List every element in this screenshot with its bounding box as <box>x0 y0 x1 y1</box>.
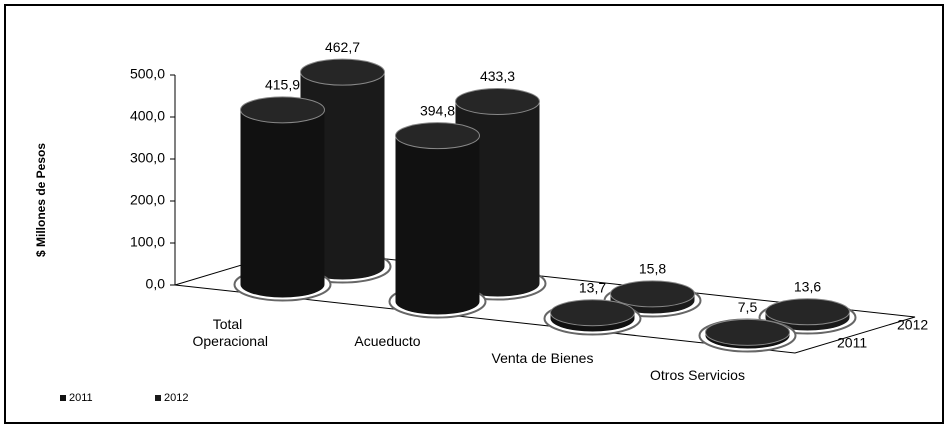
value-label: 462,7 <box>325 39 360 55</box>
y-tick-label: 100,0 <box>130 234 165 250</box>
bar-top <box>455 88 540 116</box>
y-tick-label: 200,0 <box>130 192 165 208</box>
bar-top <box>550 299 635 327</box>
depth-label: 2011 <box>837 335 867 351</box>
value-label: 394,8 <box>420 102 455 118</box>
bar-top <box>395 122 480 150</box>
y-tick-label: 0,0 <box>146 276 166 292</box>
y-tick-label: 500,0 <box>130 66 165 82</box>
legend-label: 2012 <box>164 392 188 404</box>
value-label: 13,7 <box>579 279 606 295</box>
legend-swatch <box>60 395 66 401</box>
value-label: 415,9 <box>265 77 300 93</box>
bar-top <box>300 58 385 86</box>
bar-top <box>765 298 850 326</box>
bar <box>395 135 480 302</box>
bar-top <box>610 280 695 308</box>
bar <box>240 109 325 285</box>
x-tick-label: Acueducto <box>354 332 421 349</box>
bar-top <box>240 96 325 124</box>
y-tick-label: 400,0 <box>130 108 165 124</box>
depth-label: 2012 <box>897 317 928 333</box>
bar-top <box>705 318 790 346</box>
x-tick-label: Otros Servicios <box>650 366 745 383</box>
x-tick-label: Venta de Bienes <box>491 349 594 366</box>
legend-label: 2011 <box>69 392 93 404</box>
legend-swatch <box>155 395 161 401</box>
value-label: 433,3 <box>480 68 515 84</box>
y-tick-label: 300,0 <box>130 150 165 166</box>
value-label: 7,5 <box>738 299 758 315</box>
value-label: 15,8 <box>639 261 666 277</box>
x-tick-label: Total Operacional <box>192 315 269 349</box>
value-label: 13,6 <box>794 278 821 294</box>
y-axis-label: $ Millones de Pesos <box>34 143 48 257</box>
